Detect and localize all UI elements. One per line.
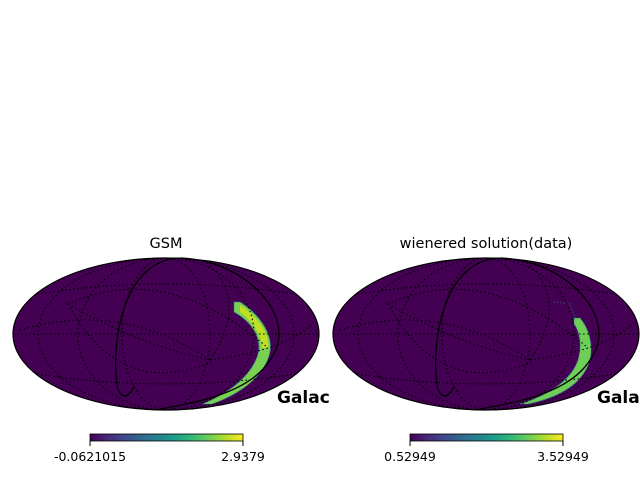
colorbar-bar-wienered	[409, 433, 564, 442]
mollweide-map-gsm	[12, 257, 320, 411]
colorbar-min-label-wienered: 0.52949	[384, 449, 436, 464]
coord-grid-solid-gsm	[115, 257, 280, 410]
emission-band-wienered	[519, 317, 592, 405]
map-outline-gsm	[12, 257, 320, 411]
colorbar-bar-gsm	[89, 433, 244, 442]
map-outline-wienered	[332, 257, 640, 411]
emission-band-edge-wienered	[553, 301, 577, 321]
coord-grid-solid-wienered	[435, 257, 600, 410]
side-label-gsm: Galac	[277, 388, 330, 408]
mollweide-map-wienered	[332, 257, 640, 411]
emission-band-highlight-gsm	[240, 305, 269, 348]
side-label-wienered: Gala	[597, 388, 640, 408]
panel-title-gsm: GSM	[150, 236, 183, 252]
panel-gsm: GSM	[12, 236, 330, 464]
colorbar-max-label-gsm: 2.9379	[221, 449, 265, 464]
colorbar-wienered: 0.52949 3.52949	[384, 433, 589, 464]
colorbar-gsm: -0.0621015 2.9379	[54, 433, 265, 464]
colorbar-max-label-wienered: 3.52949	[537, 449, 589, 464]
panel-title-wienered: wienered solution(data)	[400, 236, 573, 252]
panel-wienered: wienered solution(data)	[332, 236, 640, 464]
colorbar-min-label-gsm: -0.0621015	[54, 449, 126, 464]
